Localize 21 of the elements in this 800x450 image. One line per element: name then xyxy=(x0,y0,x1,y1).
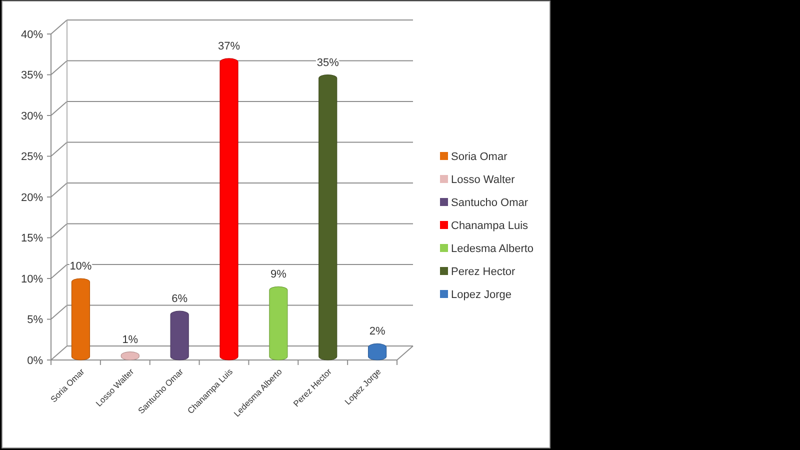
legend-label: Lopez Jorge xyxy=(451,288,512,301)
y-tick-label: 10% xyxy=(20,273,44,286)
y-tick-label: 5% xyxy=(27,314,44,326)
data-label: 37% xyxy=(218,40,240,52)
legend-label: Perez Hector xyxy=(451,266,516,278)
y-tick-label: 15% xyxy=(20,232,44,245)
y-tick-label: 25% xyxy=(20,151,44,164)
data-label: 6% xyxy=(172,293,188,306)
y-tick-label: 20% xyxy=(20,192,44,204)
legend-label: Santucho Omar xyxy=(451,196,528,209)
legend-label: Soria Omar xyxy=(451,150,508,163)
legend-label: Losso Walter xyxy=(451,174,516,186)
data-label: 9% xyxy=(270,268,287,281)
data-label: 2% xyxy=(369,326,386,338)
y-tick-label: 30% xyxy=(20,110,44,122)
y-tick-label: 0% xyxy=(27,354,44,367)
y-tick-label: 35% xyxy=(20,70,44,82)
legend-label: Chanampa Luis xyxy=(451,220,529,232)
legend-label: Ledesma Alberto xyxy=(451,242,534,255)
data-label: 1% xyxy=(122,334,138,346)
y-tick-label: 40% xyxy=(20,28,44,41)
